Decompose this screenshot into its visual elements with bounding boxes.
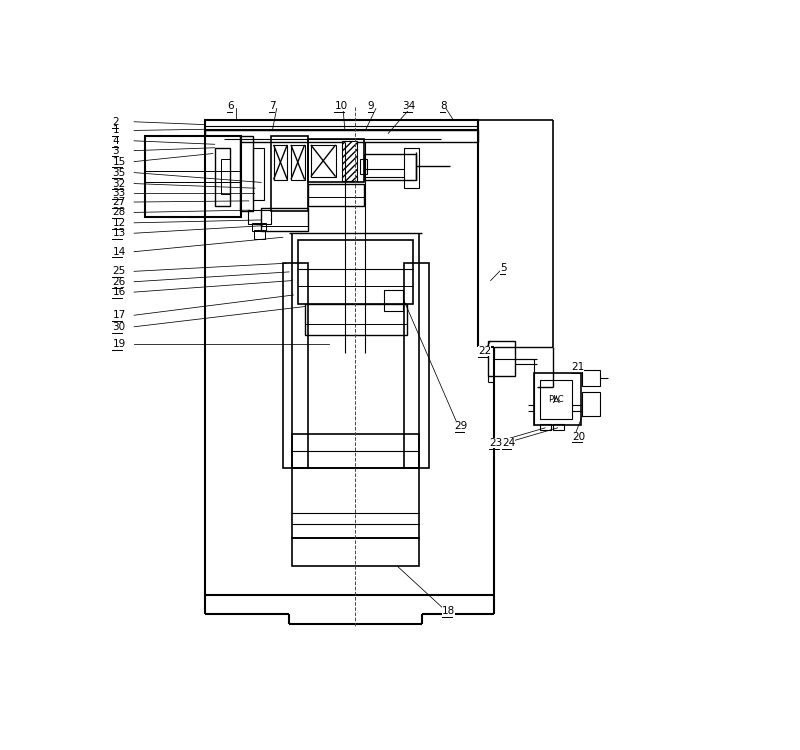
Bar <box>270 136 308 212</box>
Text: 33: 33 <box>112 188 126 198</box>
Bar <box>534 373 581 425</box>
Bar <box>239 136 253 212</box>
Bar <box>252 223 266 232</box>
Bar <box>305 304 407 335</box>
Text: 17: 17 <box>112 310 126 320</box>
Bar <box>553 424 564 430</box>
Bar <box>342 141 358 182</box>
Text: 15: 15 <box>112 157 126 166</box>
Text: PLC: PLC <box>549 395 564 404</box>
Text: 32: 32 <box>112 178 126 188</box>
Bar <box>582 392 600 416</box>
Bar <box>254 230 265 239</box>
Text: 7: 7 <box>269 101 275 111</box>
Bar <box>283 263 308 468</box>
Text: 9: 9 <box>368 101 374 111</box>
Bar <box>262 209 308 232</box>
Bar <box>274 145 287 179</box>
Bar <box>206 130 478 142</box>
Text: 16: 16 <box>112 287 126 297</box>
Bar <box>247 209 271 224</box>
Text: 10: 10 <box>334 101 347 111</box>
Text: 28: 28 <box>112 208 126 218</box>
Bar <box>308 184 363 206</box>
Text: 12: 12 <box>112 217 126 228</box>
Bar <box>292 538 419 566</box>
Bar <box>384 290 402 310</box>
Text: 8: 8 <box>440 101 446 111</box>
Bar <box>540 424 551 430</box>
Bar <box>221 159 230 194</box>
Bar <box>404 263 429 468</box>
Text: 23: 23 <box>490 439 502 448</box>
Bar <box>298 240 413 304</box>
Bar <box>292 468 419 538</box>
Bar <box>214 148 230 206</box>
Text: 27: 27 <box>112 197 126 207</box>
Text: 34: 34 <box>402 101 416 111</box>
Bar <box>582 370 600 386</box>
Bar <box>291 145 305 179</box>
Bar <box>404 148 419 188</box>
Bar <box>308 139 363 182</box>
Text: 24: 24 <box>502 439 515 448</box>
Bar <box>206 120 478 130</box>
Bar <box>363 154 416 179</box>
Text: 30: 30 <box>112 322 126 332</box>
Bar <box>360 159 366 174</box>
Text: 13: 13 <box>112 228 126 238</box>
Bar <box>540 380 573 419</box>
Text: 26: 26 <box>112 277 126 286</box>
Text: 19: 19 <box>112 339 126 349</box>
Bar <box>310 145 336 177</box>
Text: 6: 6 <box>227 101 234 111</box>
Bar <box>487 341 515 376</box>
Text: 4: 4 <box>112 136 119 146</box>
Text: 35: 35 <box>112 167 126 178</box>
Bar <box>253 148 264 200</box>
Text: 14: 14 <box>112 247 126 256</box>
Bar <box>292 433 419 468</box>
Text: 20: 20 <box>573 431 586 442</box>
Text: 25: 25 <box>112 266 126 276</box>
Text: 18: 18 <box>442 606 455 616</box>
Text: 2: 2 <box>112 117 119 127</box>
Text: 3: 3 <box>112 146 119 156</box>
Text: 29: 29 <box>454 421 468 431</box>
Text: 5: 5 <box>500 262 506 273</box>
Bar <box>145 136 241 217</box>
Text: 22: 22 <box>478 346 491 356</box>
Text: 21: 21 <box>571 362 585 372</box>
Text: 1: 1 <box>112 125 119 136</box>
